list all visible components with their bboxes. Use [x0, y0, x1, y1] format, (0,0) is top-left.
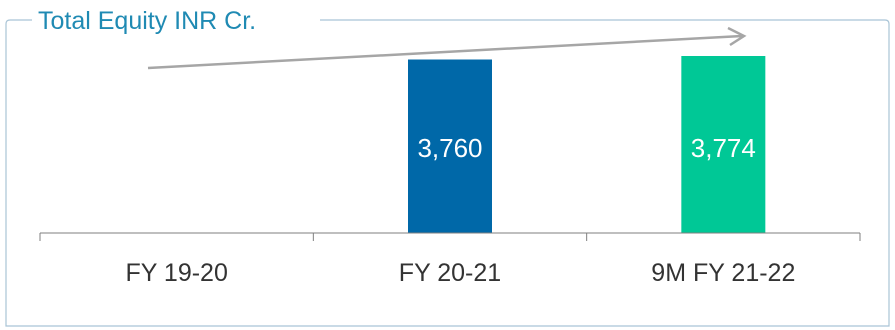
x-tick-label: 9M FY 21-22 — [651, 259, 795, 287]
bar-value-label: 3,760 — [417, 133, 482, 163]
plot-area: 3,057 FY 19-20 3,760 FY 20-21 3,774 9M FY 21-… — [39, 26, 861, 287]
trend-arrow-line — [147, 34, 743, 70]
chart-title: Total Equity INR Cr. — [32, 4, 263, 38]
bar-3 — [681, 56, 766, 233]
bar-2 — [408, 59, 492, 233]
x-tick-label: FY 20-21 — [399, 259, 501, 287]
frame-border — [5, 19, 890, 327]
trend-arrow-head — [727, 26, 747, 47]
bar-value-label: 3,774 — [691, 133, 756, 163]
x-tick-label: FY 19-20 — [125, 259, 227, 287]
bar-value-label: 3,057 — [144, 147, 209, 177]
